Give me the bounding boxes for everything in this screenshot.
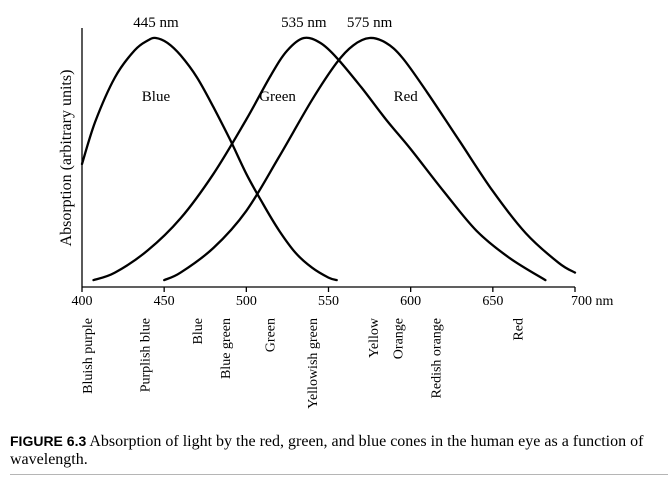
figure-caption: FIGURE 6.3 Absorption of light by the re… <box>10 432 665 469</box>
color-band-label: Purplish blue <box>138 318 153 392</box>
color-band-label: Blue <box>191 318 206 344</box>
caption-divider <box>10 474 668 475</box>
caption-text: Absorption of light by the red, green, a… <box>10 433 644 468</box>
color-band-label: Yellow <box>367 317 382 358</box>
blue-cone-curve <box>80 36 338 282</box>
green-peak-label: 535 nm <box>281 15 327 31</box>
green-cone-curve <box>92 36 547 282</box>
color-band-label: Yellowish green <box>306 318 321 409</box>
color-band-label: Green <box>263 318 278 352</box>
absorption-curves <box>80 36 577 282</box>
x-tick-label: 650 <box>482 294 503 309</box>
green-curve-label: Green <box>259 89 296 105</box>
x-tick-label: 700 nm <box>571 294 614 309</box>
blue-curve-label: Blue <box>142 89 171 105</box>
absorption-chart: 400 450 500 550 600 650 700 nm 445 nm Blue 535 nm… <box>58 15 614 409</box>
blue-peak-label: 445 nm <box>133 15 179 31</box>
red-cone-curve <box>163 36 577 282</box>
x-tick-label: 450 <box>154 294 175 309</box>
y-axis-label: Absorption (arbitrary units) <box>58 70 75 247</box>
color-band-label: Redish orange <box>429 318 444 398</box>
x-tick-label: 500 <box>236 294 257 309</box>
color-band-label: Orange <box>392 318 407 359</box>
x-tick-label: 400 <box>72 294 93 309</box>
color-band-label: Blue green <box>219 318 234 379</box>
x-tick-label: 600 <box>400 294 421 309</box>
figure-number: FIGURE 6.3 <box>10 433 87 449</box>
color-band-label: Bluish purple <box>81 318 96 394</box>
chart-labels: 400 450 500 550 600 650 700 nm 445 nm Blue 535 nm… <box>72 15 614 409</box>
chart-axes <box>81 28 576 292</box>
color-band-label: Red <box>512 318 527 341</box>
x-tick-label: 550 <box>318 294 339 309</box>
red-peak-label: 575 nm <box>347 15 393 31</box>
red-curve-label: Red <box>394 89 419 105</box>
